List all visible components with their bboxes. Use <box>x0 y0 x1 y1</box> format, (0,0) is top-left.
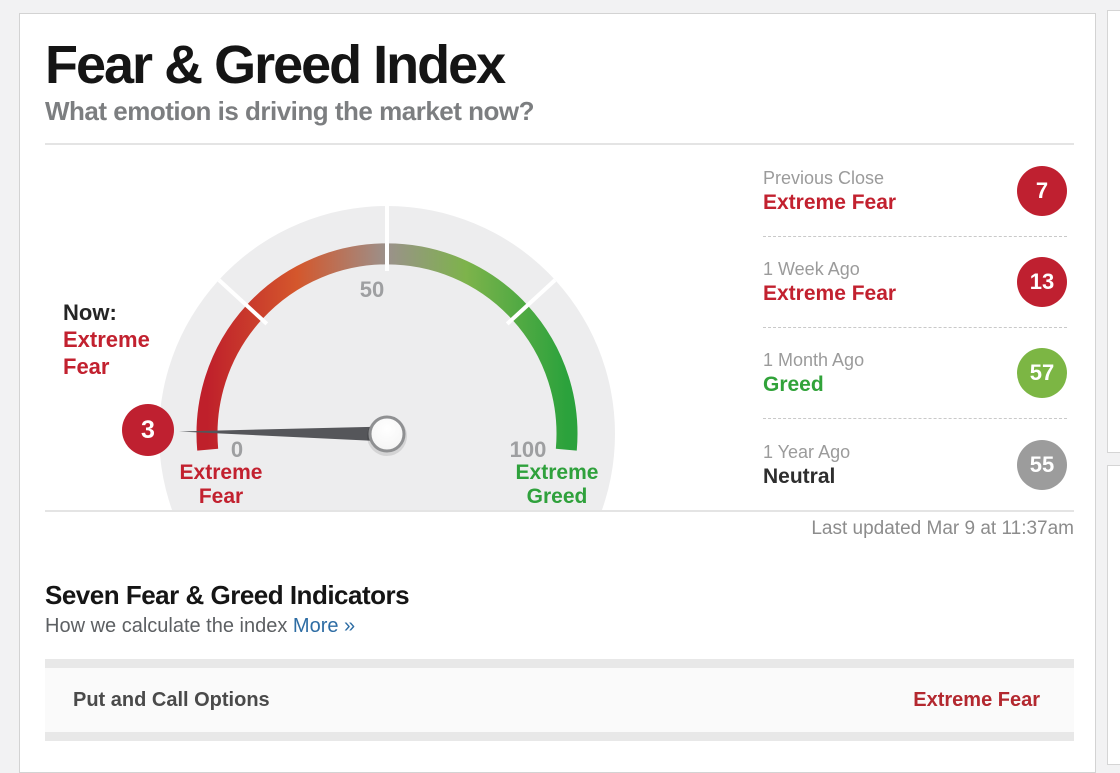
history-row-1-month-ago: 1 Month Ago Greed 57 <box>763 328 1067 419</box>
history-text: 1 Week Ago Extreme Fear <box>763 257 896 307</box>
gauge-tick-75 <box>505 278 557 326</box>
history-list: Previous Close Extreme Fear 7 1 Week Ago… <box>763 146 1067 510</box>
history-value-circle: 13 <box>1017 257 1067 307</box>
indicator-row-put-call-options: Put and Call Options Extreme Fear <box>45 668 1074 732</box>
history-status: Extreme Fear <box>763 191 897 214</box>
gauge-tick-25 <box>217 278 269 326</box>
indicators-subtext: How we calculate the index More » <box>45 615 355 638</box>
history-label: 1 Month Ago <box>763 350 865 370</box>
gauge-extreme-fear-label: Extreme Fear <box>179 461 263 508</box>
history-value-circle: 7 <box>1017 166 1067 216</box>
history-label: 1 Week Ago <box>763 259 860 279</box>
history-status: Greed <box>763 373 824 396</box>
gauge-dial: 0 50 100 <box>159 206 615 510</box>
gauge-label-50: 50 <box>360 277 384 302</box>
history-status: Extreme Fear <box>763 282 897 305</box>
gauge-now-label: Now: <box>63 300 117 325</box>
gauge-now-block: Now: Extreme Fear <box>63 299 158 380</box>
how-we-calculate-text: How we calculate the index <box>45 615 288 637</box>
gauge-label-0: 0 <box>231 437 243 462</box>
last-updated-text: Last updated Mar 9 at 11:37am <box>811 518 1074 539</box>
history-text: Previous Close Extreme Fear <box>763 166 896 216</box>
history-value-circle: 57 <box>1017 348 1067 398</box>
history-text: 1 Month Ago Greed <box>763 348 864 398</box>
adjacent-panel-bottom <box>1107 465 1120 765</box>
history-row-previous-close: Previous Close Extreme Fear 7 <box>763 146 1067 237</box>
indicators-heading: Seven Fear & Greed Indicators <box>45 580 410 610</box>
history-text: 1 Year Ago Neutral <box>763 440 850 490</box>
history-label: 1 Year Ago <box>763 441 851 462</box>
indicator-name: Put and Call Options <box>73 688 270 711</box>
adjacent-panel-top <box>1107 10 1120 453</box>
gauge-now-status: Extreme Fear <box>63 327 150 379</box>
gauge-hub <box>368 415 406 453</box>
page-title: Fear & Greed Index <box>45 35 506 95</box>
history-row-1-week-ago: 1 Week Ago Extreme Fear 13 <box>763 237 1067 328</box>
page-subtitle: What emotion is driving the market now? <box>45 96 535 126</box>
indicator-status-badge: Extreme Fear <box>913 688 1040 711</box>
indicator-row-bottom-bar <box>45 732 1074 741</box>
gauge-value-badge: 3 <box>122 404 174 456</box>
history-row-1-year-ago: 1 Year Ago Neutral 55 <box>763 419 1067 510</box>
gauge-label-100: 100 <box>510 437 547 462</box>
more-link[interactable]: More » <box>292 615 356 637</box>
history-label: Previous Close <box>763 168 885 188</box>
history-value-circle: 55 <box>1017 439 1067 490</box>
fear-greed-panel: Fear & Greed Index What emotion is drivi… <box>19 13 1096 773</box>
indicator-row-top-bar <box>45 659 1074 668</box>
gauge-extreme-greed-label: Extreme Greed <box>515 461 599 508</box>
history-status: Neutral <box>763 464 836 488</box>
gauge-needle <box>179 426 388 442</box>
header-divider <box>45 143 1074 145</box>
gauge-section-divider <box>45 510 1074 512</box>
